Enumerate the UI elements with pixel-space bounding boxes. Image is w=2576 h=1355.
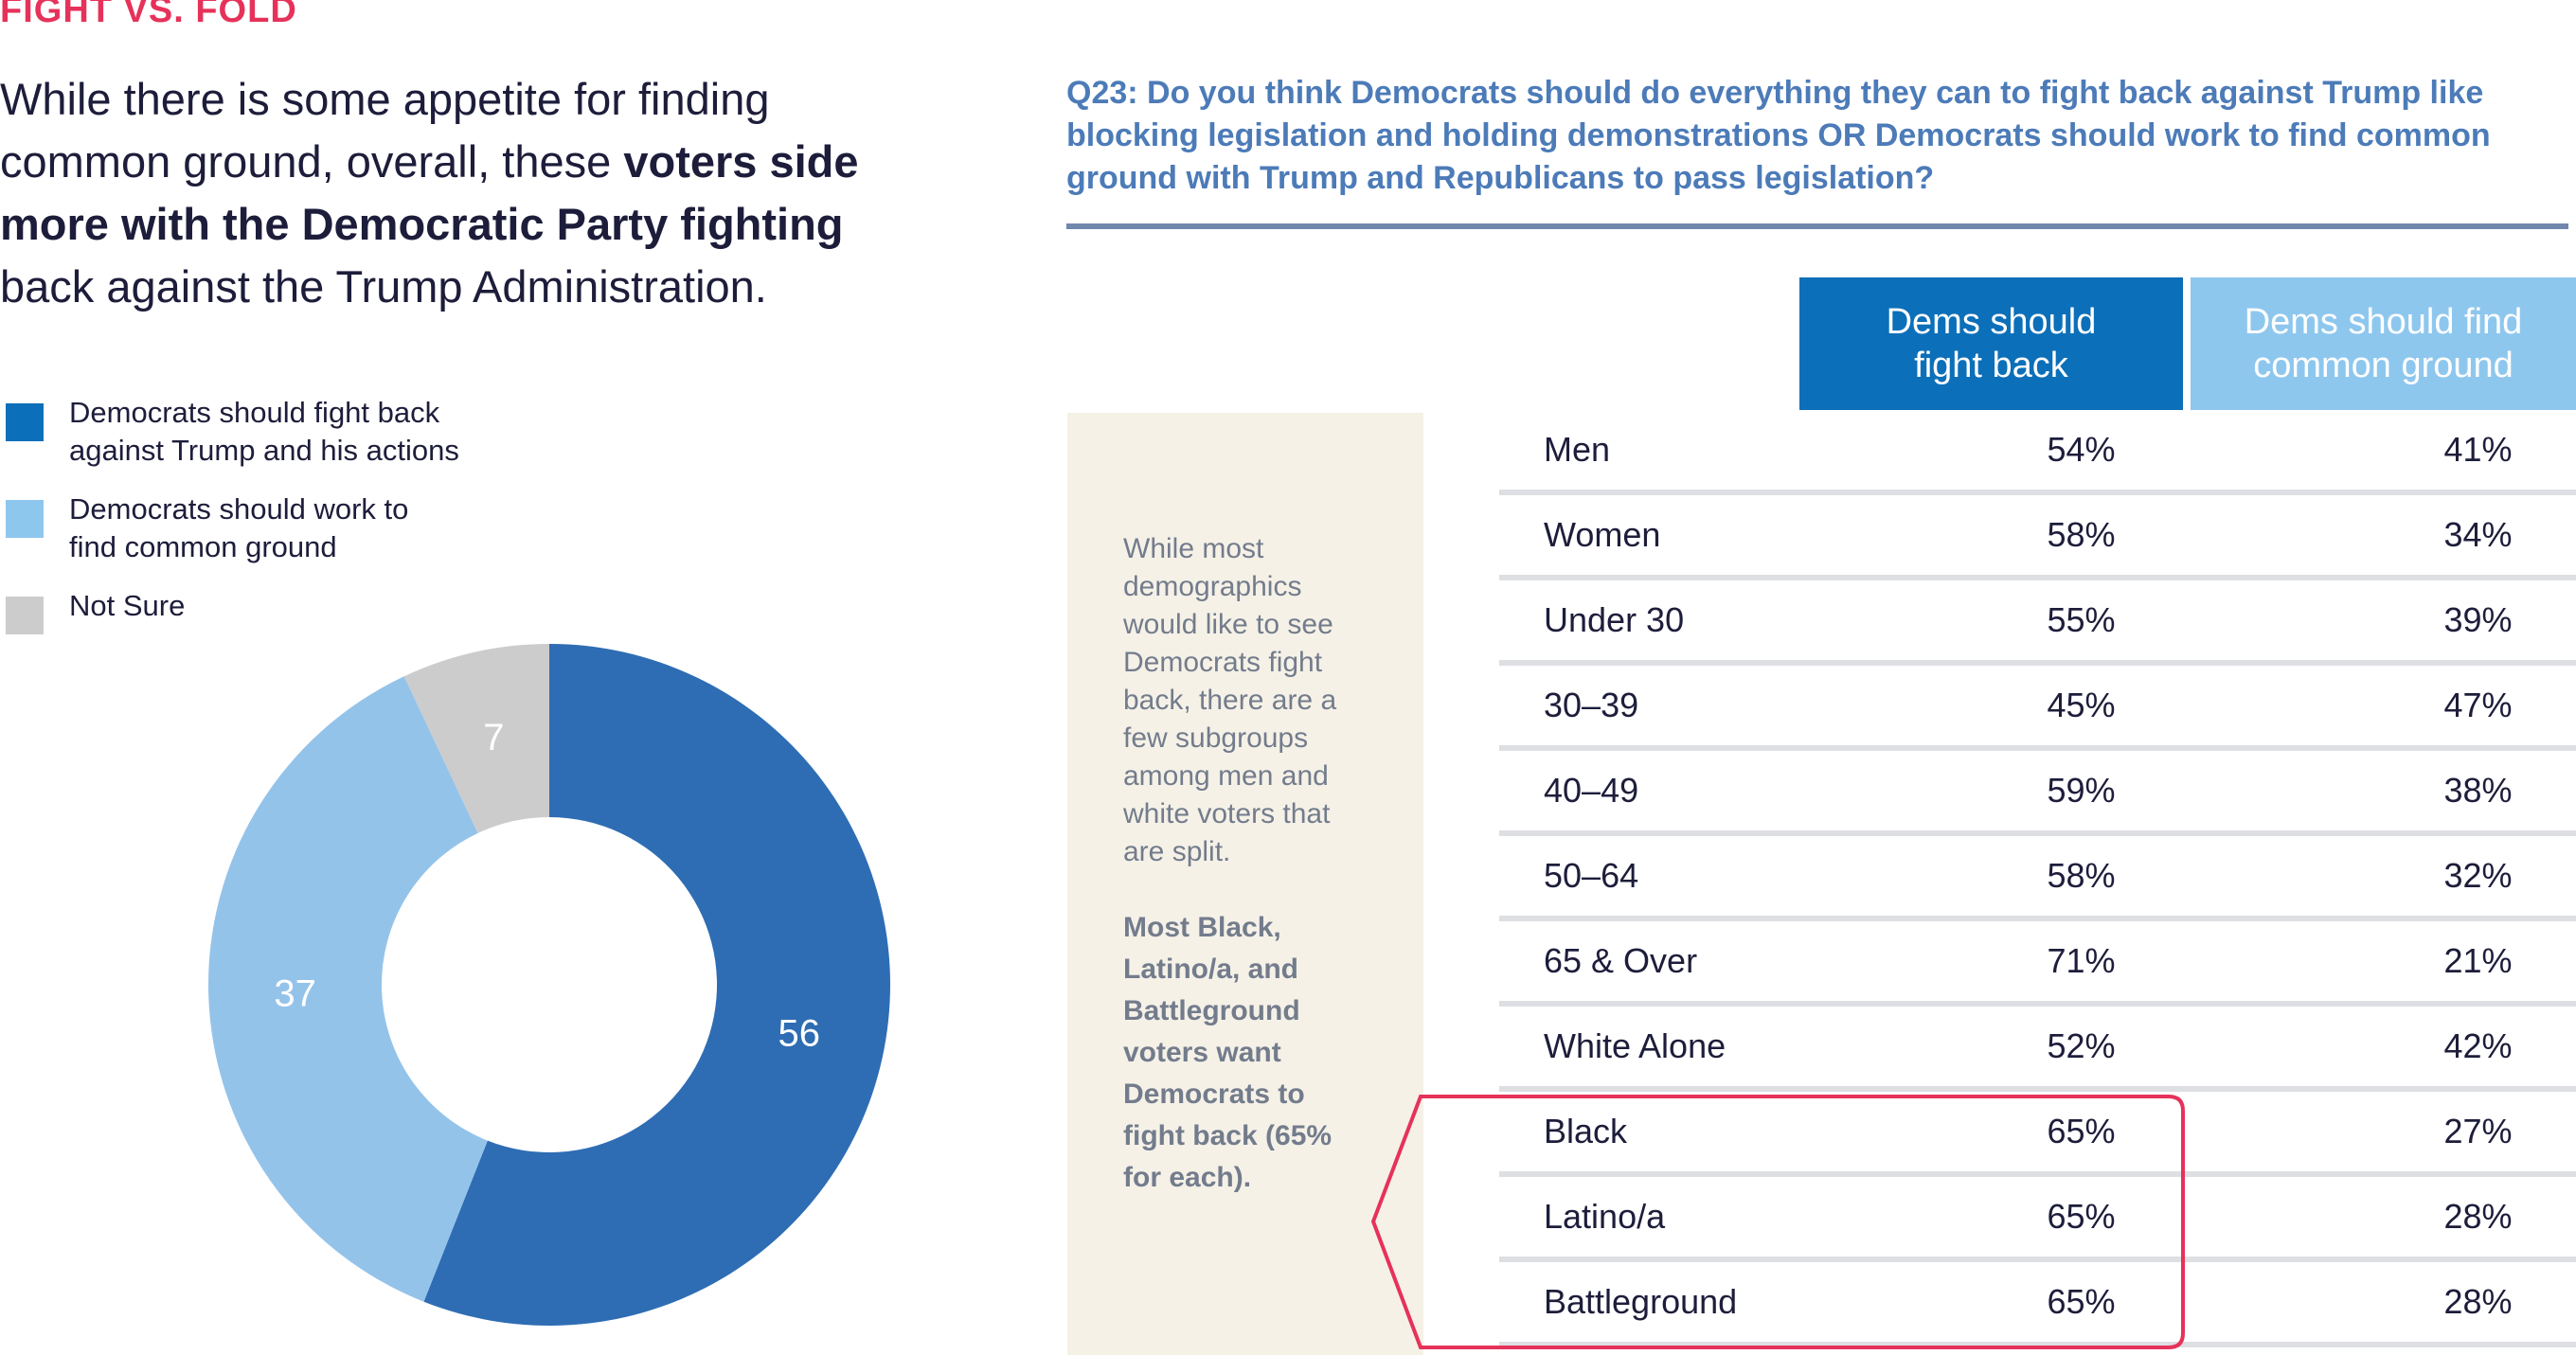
fight-back-value: 55%	[2047, 600, 2116, 639]
insight-sidebar	[1067, 413, 1423, 1355]
table-row: 50–64 58% 32%	[1499, 836, 2576, 921]
donut-label-not-sure: 7	[483, 717, 504, 758]
fight-back-value: 65%	[2047, 1112, 2116, 1150]
table-row: Under 30 55% 39%	[1499, 580, 2576, 666]
row-label: 50–64	[1544, 856, 1639, 895]
section-tag: FIGHT VS. FOLD	[0, 0, 297, 30]
results-table: Men 54% 41% Women 58% 34% Under 30 55% 39% 30–39 4…	[1499, 410, 2576, 1347]
table-row: 65 & Over 71% 21%	[1499, 921, 2576, 1007]
legend-label-common-ground: Democrats should work to find common gro…	[69, 492, 409, 563]
common-ground-value: 41%	[2443, 430, 2513, 469]
donut-legend: Democrats should fight back against Trum…	[6, 394, 536, 646]
legend-item-not-sure: Not Sure	[6, 587, 536, 634]
row-label: Under 30	[1544, 600, 1685, 639]
table-row: 40–49 59% 38%	[1499, 751, 2576, 836]
common-ground-value: 28%	[2443, 1282, 2513, 1321]
column-header-fight-back: Dems should fight back	[1799, 277, 2183, 410]
row-label: Latino/a	[1544, 1197, 1666, 1236]
legend-swatch-common-ground	[6, 500, 44, 538]
row-label: Battleground	[1544, 1282, 1738, 1321]
fight-back-value: 65%	[2047, 1197, 2116, 1236]
column-header-common-ground: Dems should find common ground	[2191, 277, 2576, 410]
common-ground-value: 27%	[2443, 1112, 2513, 1150]
table-row: 30–39 45% 47%	[1499, 666, 2576, 751]
question-rule	[1066, 223, 2568, 229]
fight-back-value: 71%	[2047, 941, 2116, 980]
legend-label-fight-back: Democrats should fight back against Trum…	[69, 396, 459, 467]
common-ground-value: 39%	[2443, 600, 2513, 639]
row-label: 40–49	[1544, 771, 1639, 810]
question-text: Q23: Do you think Democrats should do ev…	[1066, 75, 2491, 196]
common-ground-value: 28%	[2443, 1197, 2513, 1236]
legend-swatch-not-sure	[6, 597, 44, 634]
row-label: Black	[1544, 1112, 1628, 1150]
donut-chart: 56 37 7	[208, 644, 890, 1326]
donut-label-fight-back: 56	[778, 1012, 820, 1054]
common-ground-value: 38%	[2443, 771, 2513, 810]
table-row: Battleground 65% 28%	[1499, 1262, 2576, 1347]
table-row: Men 54% 41%	[1499, 410, 2576, 495]
headline-lead: While there is some appetite for finding…	[0, 74, 770, 187]
insight-text: While most demographics would like to se…	[1123, 533, 1337, 867]
fight-back-value: 58%	[2047, 515, 2116, 554]
legend-label-not-sure: Not Sure	[69, 589, 186, 622]
row-label: 30–39	[1544, 686, 1639, 724]
legend-swatch-fight-back	[6, 403, 44, 441]
fight-back-value: 59%	[2047, 771, 2116, 810]
headline-tail: back against the Trump Administration.	[0, 261, 767, 312]
donut-label-common-ground: 37	[274, 972, 316, 1014]
donut-slice-fight-back	[423, 644, 890, 1326]
fight-back-value: 52%	[2047, 1026, 2116, 1065]
fight-back-value: 58%	[2047, 856, 2116, 895]
table-row: Black 65% 27%	[1499, 1092, 2576, 1177]
fight-back-value: 65%	[2047, 1282, 2116, 1321]
headline-bold: voters side more with the Democratic Par…	[0, 136, 859, 249]
common-ground-value: 21%	[2443, 941, 2513, 980]
common-ground-value: 32%	[2443, 856, 2513, 895]
common-ground-value: 47%	[2443, 686, 2513, 724]
common-ground-value: 42%	[2443, 1026, 2513, 1065]
row-label: Men	[1544, 430, 1611, 469]
legend-item-fight-back: Democrats should fight back against Trum…	[6, 394, 536, 470]
common-ground-value: 34%	[2443, 515, 2513, 554]
row-label: 65 & Over	[1544, 941, 1698, 980]
headline: While there is some appetite for finding…	[0, 68, 909, 318]
legend-item-common-ground: Democrats should work to find common gro…	[6, 490, 536, 566]
fight-back-value: 45%	[2047, 686, 2116, 724]
table-row: White Alone 52% 42%	[1499, 1007, 2576, 1092]
row-label: White Alone	[1544, 1026, 1726, 1065]
table-row: Women 58% 34%	[1499, 495, 2576, 580]
table-row: Latino/a 65% 28%	[1499, 1177, 2576, 1262]
donut-slice-common-ground	[208, 676, 488, 1302]
row-label: Women	[1544, 515, 1661, 554]
fight-back-value: 54%	[2047, 430, 2116, 469]
insight-callout: Most Black, Latino/a, and Battleground v…	[1123, 912, 1333, 1193]
donut-slice-not-sure	[403, 644, 549, 833]
